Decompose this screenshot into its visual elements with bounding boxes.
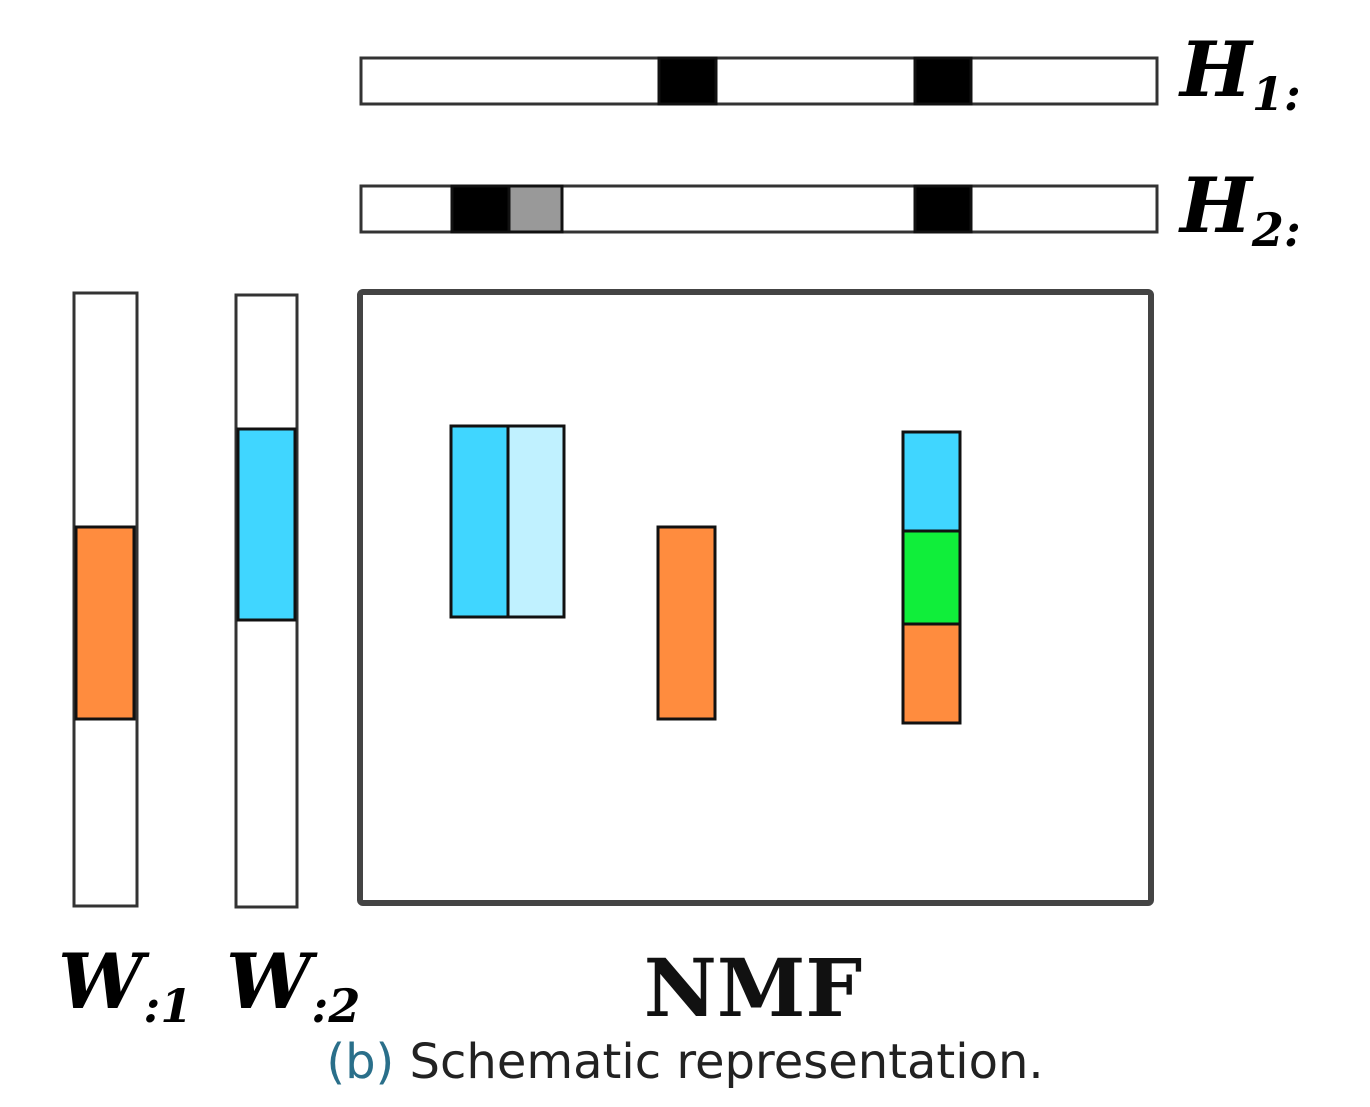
matrix-stack-orange: [901, 622, 962, 725]
h2-row-vector: [359, 184, 1159, 234]
matrix-stack-blue: [901, 430, 962, 533]
h1-row-outline: [359, 56, 1159, 106]
w2-label: W:2: [226, 937, 360, 1033]
figure-caption: (b) Schematic representation.: [0, 1034, 1370, 1090]
h1-row-vector: [359, 56, 1159, 106]
h2-cell-black-2: [913, 184, 973, 234]
h1-label: H1:: [1178, 25, 1301, 121]
h2-cell-gray: [507, 184, 564, 234]
w1-column-vector: [72, 291, 139, 908]
caption-text: Schematic representation.: [409, 1034, 1044, 1090]
h2-cell-black-1: [450, 184, 511, 234]
nmf-label: NMF: [644, 941, 862, 1035]
caption-tag: (b): [326, 1034, 395, 1090]
matrix-block-light-blue: [506, 424, 566, 619]
matrix-block-orange: [656, 525, 717, 721]
matrix-block-blue: [449, 424, 510, 619]
w1-label: W:1: [58, 937, 192, 1033]
h1-cell-black-2: [913, 56, 973, 106]
matrix-stack-green: [901, 529, 962, 626]
w2-cell-blue: [236, 427, 297, 622]
h2-label: H2:: [1178, 161, 1301, 257]
nmf-matrix: [357, 289, 1154, 906]
h1-cell-black-1: [657, 56, 718, 106]
w1-cell-orange: [74, 525, 136, 721]
w2-column-vector: [234, 293, 299, 909]
